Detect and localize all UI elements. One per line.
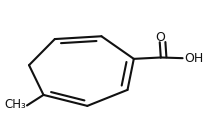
Text: CH₃: CH₃ bbox=[4, 98, 26, 111]
Text: O: O bbox=[155, 31, 165, 44]
Text: OH: OH bbox=[184, 52, 204, 65]
